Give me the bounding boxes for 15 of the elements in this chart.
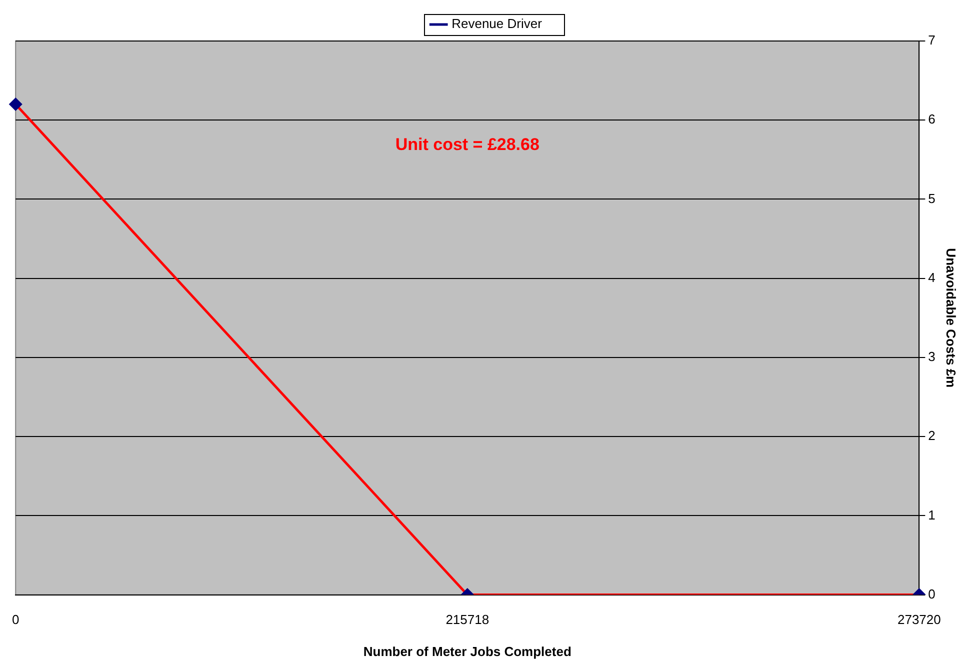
x-axis-title: Number of Meter Jobs Completed [363,644,572,659]
y-tick-label: 1 [928,507,936,522]
legend-label: Revenue Driver [452,16,543,32]
y-tick-label: 4 [928,270,936,285]
x-tick-label: 273720 [897,612,941,628]
y-tick-label: 0 [928,586,936,602]
annotation: Unit cost = £28.68 [395,134,540,154]
y-tick-label: 3 [928,349,936,364]
y-axis-title: Unavoidable Costs £m [944,248,959,388]
x-tick-label: 215718 [446,612,490,628]
y-tick-label: 2 [928,428,936,444]
y-tick-label: 7 [928,32,936,48]
y-tick-label: 5 [928,190,936,206]
y-tick-label: 6 [928,112,936,127]
x-tick-label: 0 [12,612,20,628]
